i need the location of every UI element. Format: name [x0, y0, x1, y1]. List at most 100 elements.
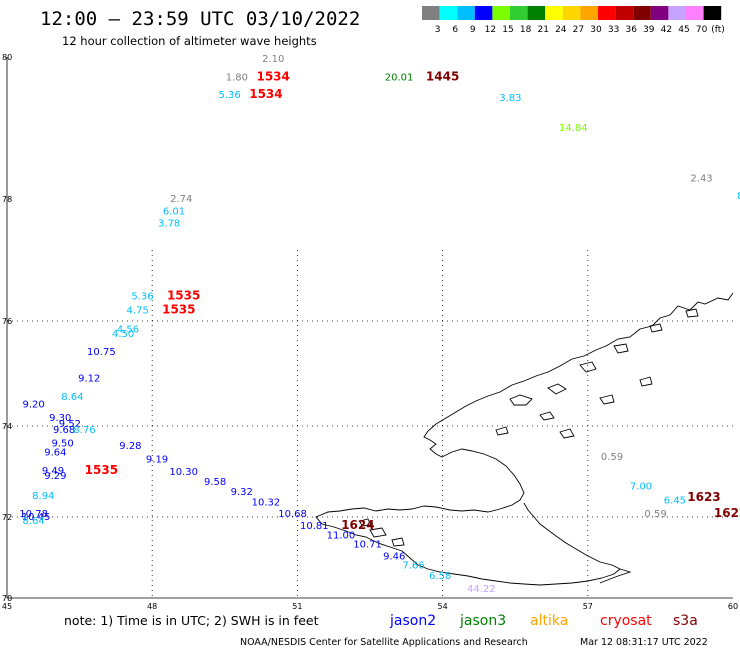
wave-height-value: 4.50	[112, 329, 134, 340]
wave-height-value: 11.00	[327, 530, 356, 541]
wave-height-value: 10.32	[252, 498, 281, 509]
wave-height-value: 4.75	[127, 306, 149, 317]
longitude-label: 51	[292, 602, 302, 611]
wave-height-value: 6.45	[664, 495, 686, 506]
wave-height-value: 10.30	[169, 467, 198, 478]
latitude-labels: 80 78 76 74 72 70	[2, 53, 12, 603]
pass-time-labels: 153415341445153515351535162416231622	[85, 69, 740, 532]
legend-label: 9	[470, 25, 476, 35]
map-title: 12:00 — 23:59 UTC 03/10/2022	[40, 8, 360, 30]
legend-label: 42	[661, 25, 672, 35]
wave-height-legend: 3 6 9 12 15 18 21 24 27 30 33 36 39 42 45 70 (ft)	[422, 6, 725, 35]
wave-height-value: 9.46	[383, 552, 405, 563]
latitude-label: 76	[2, 317, 12, 326]
legend-label: 18	[520, 25, 532, 35]
coastline	[315, 292, 734, 586]
footer-note: note: 1) Time is in UTC; 2) SWH is in fe…	[64, 613, 319, 628]
longitude-labels: 45 48 51 54 57 60	[2, 602, 738, 611]
wave-height-value: 5.36	[131, 292, 153, 303]
legend-swatch	[598, 6, 616, 20]
legend-swatch	[510, 6, 528, 20]
legend-label: 24	[555, 25, 567, 35]
wave-height-value: 10.81	[300, 521, 329, 532]
latitude-label: 80	[2, 53, 12, 62]
wave-height-value: 9.64	[44, 448, 66, 459]
legend-label: 3	[435, 25, 441, 35]
wave-height-value: 9.68	[53, 425, 75, 436]
wave-height-value: 6.01	[163, 206, 185, 217]
graticule	[7, 250, 733, 598]
latitude-label: 72	[2, 513, 12, 522]
longitude-label: 45	[2, 602, 12, 611]
longitude-label: 60	[728, 602, 738, 611]
wave-height-value: 9.12	[78, 373, 100, 384]
wave-height-value: 10.68	[278, 509, 307, 520]
wave-height-value: 2.43	[690, 173, 712, 184]
legend-swatch	[562, 6, 581, 20]
pass-time-label: 1534	[256, 69, 289, 83]
credit-text: NOAA/NESDIS Center for Satellite Applica…	[240, 637, 528, 648]
legend-swatch	[457, 6, 475, 20]
wave-height-value: 10.78	[19, 509, 48, 520]
legend-label: 12	[485, 25, 496, 35]
latitude-label: 78	[2, 195, 12, 204]
pass-time-label: 1623	[687, 490, 720, 504]
mission-label: jason3	[459, 613, 506, 629]
wave-height-value: 9.58	[204, 477, 226, 488]
mission-label: cryosat	[600, 613, 652, 629]
wave-height-value: 9.28	[119, 441, 141, 452]
wave-height-value: 7.00	[630, 482, 652, 493]
latitude-label: 70	[2, 594, 12, 603]
pass-time-label: 1445	[426, 69, 459, 83]
longitude-label: 48	[147, 602, 157, 611]
pass-time-label: 1534	[249, 87, 282, 101]
legend-swatch	[527, 6, 546, 20]
legend-label: 33	[608, 25, 619, 35]
wave-height-value: 9.29	[44, 471, 66, 482]
wave-height-value: 3.78	[158, 218, 180, 229]
map-frame	[6, 57, 733, 599]
wave-height-value: 7.66	[402, 560, 424, 571]
wave-height-value: 8.64	[22, 516, 44, 527]
longitude-label: 57	[583, 602, 593, 611]
legend-swatch	[650, 6, 669, 20]
legend-label: 30	[590, 25, 602, 35]
wave-height-value: 10.45	[22, 512, 51, 523]
legend-swatch	[422, 6, 440, 20]
legend-swatch	[439, 6, 458, 20]
latitude-label: 74	[2, 422, 12, 431]
mission-legend: jason2 jason3 altika cryosat s3a	[389, 613, 698, 629]
wave-height-value: 8.76	[73, 425, 95, 436]
map-subtitle: 12 hour collection of altimeter wave hei…	[62, 34, 317, 48]
wave-height-value: 2.10	[262, 54, 284, 65]
mission-label: altika	[530, 613, 568, 629]
wave-height-value: 8.94	[32, 491, 54, 502]
pass-time-label: 1535	[162, 303, 195, 317]
pass-time-label: 1624	[341, 518, 374, 532]
pass-time-label: 1622	[714, 506, 740, 520]
legend-label: 15	[502, 25, 513, 35]
legend-swatch	[580, 6, 598, 20]
wave-height-value: 10.75	[87, 347, 116, 358]
wave-height-value: 9.32	[231, 487, 253, 498]
wave-height-value: 14.84	[559, 123, 588, 134]
pass-time-label: 1535	[85, 463, 118, 477]
mission-label: jason2	[389, 613, 436, 629]
wave-height-value: 5.36	[219, 90, 241, 101]
wave-height-value: 9.52	[59, 419, 81, 430]
legend-swatch	[545, 6, 563, 20]
wave-height-value: 6.58	[429, 571, 451, 582]
legend-label: 6	[452, 25, 458, 35]
timestamp-text: Mar 12 08:31:17 UTC 2022	[580, 637, 708, 648]
legend-label: 45	[678, 25, 689, 35]
pass-time-label: 1535	[167, 289, 200, 303]
legend-swatch	[474, 6, 493, 20]
wave-height-value: 8	[737, 191, 740, 202]
wave-height-value: 9.50	[52, 438, 74, 449]
legend-label: 21	[537, 25, 548, 35]
wave-height-observations: 2.10 1.80 5.36 20.01 3.83 14.84 2.43 8 2.746.013…	[19, 54, 740, 595]
legend-label: 27	[573, 25, 584, 35]
wave-height-value: 44.22	[467, 584, 496, 595]
mission-label: s3a	[673, 613, 698, 629]
